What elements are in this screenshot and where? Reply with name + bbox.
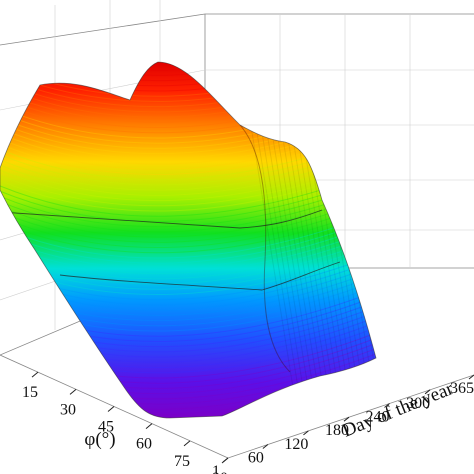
surface-ridge-line [0,209,323,229]
y-tick-mark [468,374,474,380]
x-tick-label: 30 [60,401,76,418]
surface-mesh-line [264,119,311,401]
y-tick-mark [222,457,229,463]
x-tick-mark [183,440,191,447]
surface-plot [0,0,400,419]
x-tick-label: 75 [174,453,190,470]
x-tick-mark [69,388,77,395]
surface-mesh-line [284,119,331,401]
x-tick-label: 45 [98,419,114,436]
y-tick-label: 180 [325,422,349,439]
surface-contour [0,62,376,71]
x-axis-ticks: 15 30 45 60 75 90 [22,371,229,474]
x-tick-label: 15 [22,384,38,401]
y-tick-label: 120 [284,436,308,453]
x-axis-title: φ(°) [84,429,115,450]
y-tick-label: 300 [406,395,430,412]
surface-mesh-line [259,119,306,401]
y-tick-mark [303,430,309,436]
surface-mesh-line [374,119,376,401]
surface-mesh-line [274,119,321,401]
x-tick-mark [145,423,153,430]
y-tick-mark [262,444,269,449]
x-tick-mark [31,371,39,378]
y-axis-ticks: 1 60 120 180 240 300 365 [212,374,474,474]
surface-contour [0,62,376,66]
y-tick-label: 1 [212,463,220,474]
x-tick-mark [107,406,115,412]
surface-mesh-line [299,119,346,401]
surface-mesh-line [289,119,336,401]
x-tick-label: 90 [212,470,228,474]
box-edge [227,374,474,459]
surface-contour [0,62,376,82]
surface-mesh-line [249,119,296,401]
y-tick-label: 60 [248,450,264,467]
y-tick-label: 240 [366,409,390,426]
surface-mesh-line [254,119,301,401]
surface-contour [0,208,376,264]
surface-fold-line [239,124,291,373]
y-axis-title: Day of the year [339,378,457,442]
y-tick-mark [384,403,390,408]
y-tick-mark [424,389,431,395]
surface-contour [0,62,376,76]
surface-contour [0,0,400,55]
surface-mesh-line [294,119,341,401]
y-tick-label: 365 [450,380,474,397]
surface-mesh-line [369,119,376,401]
surface-contour [0,203,376,259]
x-tick-label: 60 [136,436,152,453]
surface-mesh-line [279,119,326,401]
surface-body [0,62,376,418]
surface-mesh-line [269,119,316,401]
surface-outline [0,61,377,419]
surface-contour [0,5,400,60]
box-edge [0,13,206,46]
y-tick-mark [343,416,350,422]
surface-contour [0,62,376,87]
surface-ridge-line [59,261,341,291]
